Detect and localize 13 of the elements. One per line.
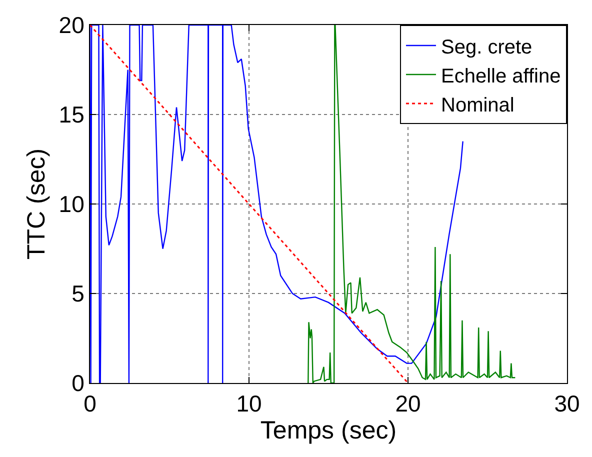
legend-label: Nominal (441, 94, 514, 116)
y-tick-label: 15 (58, 102, 84, 128)
x-tick-label: 30 (554, 390, 580, 417)
y-axis-title: TTC (sec) (22, 148, 51, 260)
legend-label: Seg. crete (441, 36, 532, 58)
y-tick-label: 5 (72, 280, 84, 307)
y-tick-label: 20 (58, 12, 84, 38)
x-axis-title: Temps (sec) (260, 416, 397, 445)
y-tick-label: 0 (72, 370, 84, 396)
x-tick-label: 10 (236, 390, 262, 417)
x-tick-label: 20 (395, 390, 421, 417)
y-tick-label: 10 (58, 191, 84, 218)
legend-label: Echelle affine (441, 65, 561, 88)
